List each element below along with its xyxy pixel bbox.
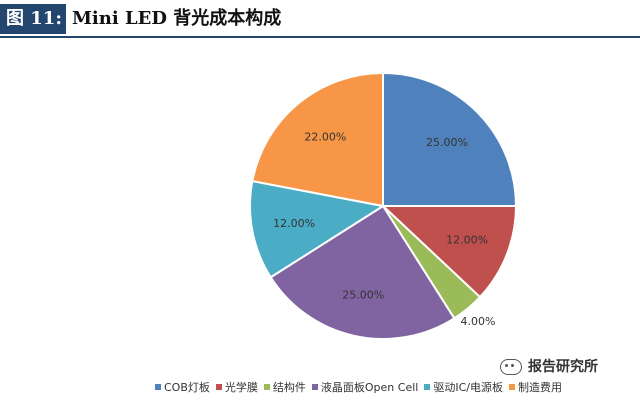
legend-swatch: [311, 384, 318, 390]
pie-slice-4: [249, 179, 386, 279]
legend-label: COB灯板: [164, 381, 210, 394]
legend-label: 液晶面板Open Cell: [320, 381, 419, 394]
legend-swatch: [508, 384, 515, 390]
chart-title: Mini LED 背光成本构成: [72, 8, 282, 29]
legend-label: 驱动IC/电源板: [433, 381, 503, 394]
wechat-icon: [500, 359, 522, 375]
legend-item-1: 光学膜: [215, 379, 258, 395]
legend-swatch: [263, 384, 270, 390]
data-label-0: 25.00%: [426, 136, 468, 149]
data-label-3: 25.00%: [342, 288, 384, 301]
figure-number: 图 11:: [0, 4, 66, 34]
legend-item-5: 制造费用: [508, 379, 562, 395]
watermark: 报告研究所: [500, 355, 598, 379]
legend-label: 制造费用: [517, 381, 562, 394]
pie-chart: 25.00% 12.00% 4.00% 25.00% 12.00% 22.00%: [249, 71, 518, 340]
chart-legend: COB灯板 光学膜 结构件 液晶面板Open Cell 驱动IC/电源板 制造费用: [155, 378, 568, 396]
legend-item-4: 驱动IC/电源板: [424, 379, 503, 395]
legend-item-2: 结构件: [263, 379, 306, 395]
data-label-1: 12.00%: [446, 233, 488, 246]
figure-header: 图 11: Mini LED 背光成本构成: [0, 0, 640, 38]
watermark-text: 报告研究所: [528, 359, 598, 375]
pie-slice-1: [380, 205, 518, 299]
legend-item-3: 液晶面板Open Cell: [311, 379, 419, 395]
data-label-5: 22.00%: [304, 130, 346, 143]
legend-swatch: [155, 384, 161, 390]
data-label-2: 4.00%: [460, 315, 495, 328]
legend-swatch: [215, 384, 222, 390]
pie-slice-5: [251, 71, 384, 208]
legend-label: 结构件: [272, 381, 306, 394]
data-label-4: 12.00%: [273, 217, 315, 230]
pie-slice-0: [382, 71, 518, 207]
legend-label: 光学膜: [224, 381, 258, 394]
legend-item-0: COB灯板: [155, 379, 210, 395]
legend-swatch: [424, 384, 431, 390]
pie-slice-3: [269, 204, 456, 340]
